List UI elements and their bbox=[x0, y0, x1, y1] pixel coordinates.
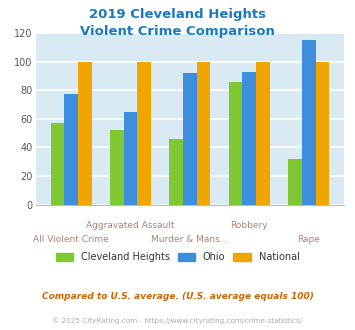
Bar bbox=[256, 62, 270, 205]
Text: 2019 Cleveland Heights: 2019 Cleveland Heights bbox=[89, 8, 266, 21]
Bar bbox=[288, 159, 302, 205]
Text: Murder & Mans...: Murder & Mans... bbox=[151, 235, 229, 244]
Bar bbox=[302, 40, 316, 205]
Text: All Violent Crime: All Violent Crime bbox=[33, 235, 109, 244]
Bar bbox=[229, 82, 242, 205]
Legend: Cleveland Heights, Ohio, National: Cleveland Heights, Ohio, National bbox=[56, 252, 299, 262]
Bar bbox=[197, 62, 211, 205]
Bar bbox=[51, 123, 64, 205]
Bar bbox=[110, 130, 124, 205]
Text: Robbery: Robbery bbox=[230, 221, 268, 230]
Bar bbox=[137, 62, 151, 205]
Text: Aggravated Assault: Aggravated Assault bbox=[86, 221, 175, 230]
Bar bbox=[169, 139, 183, 205]
Text: Rape: Rape bbox=[297, 235, 320, 244]
Bar bbox=[124, 112, 137, 205]
Text: Violent Crime Comparison: Violent Crime Comparison bbox=[80, 25, 275, 38]
Bar bbox=[64, 94, 78, 205]
Bar bbox=[242, 72, 256, 205]
Bar bbox=[316, 62, 329, 205]
Text: © 2025 CityRating.com - https://www.cityrating.com/crime-statistics/: © 2025 CityRating.com - https://www.city… bbox=[53, 317, 302, 324]
Bar bbox=[183, 73, 197, 205]
Text: Compared to U.S. average. (U.S. average equals 100): Compared to U.S. average. (U.S. average … bbox=[42, 292, 313, 301]
Bar bbox=[78, 62, 92, 205]
